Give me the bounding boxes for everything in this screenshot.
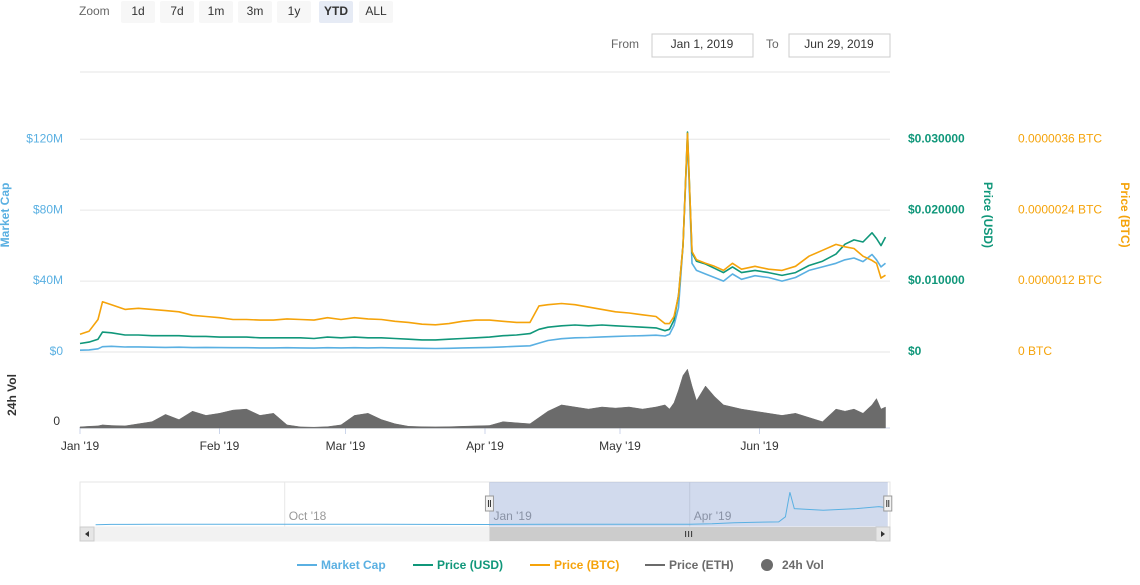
navigator-handle-grip (487, 500, 491, 507)
zoom-button-label: 1d (131, 4, 144, 18)
x-tick-label: May '19 (599, 439, 641, 453)
y2-axis-title: Price (USD) (981, 182, 995, 248)
legend-label[interactable]: Price (USD) (437, 558, 503, 572)
to-input[interactable] (788, 33, 891, 58)
y3-tick-label: 0.0000012 BTC (1018, 273, 1102, 287)
series-line (79, 132, 886, 336)
zoom-button[interactable] (160, 1, 194, 23)
to-label: To (766, 37, 779, 51)
series-line (79, 138, 886, 351)
y3-tick-label: 0 BTC (1018, 344, 1052, 358)
y-tick-label: $40M (33, 273, 63, 287)
series-line (79, 131, 887, 345)
zoom-button-label: 7d (170, 4, 183, 18)
zoom-button-label: YTD (324, 4, 348, 18)
zoom-button-label: 3m (247, 4, 264, 18)
volume-area (79, 368, 886, 429)
x-tick-label: Jan '19 (61, 439, 100, 453)
navigator-handle[interactable] (484, 495, 494, 512)
zoom-button-label: 1y (288, 4, 301, 18)
navigator-handle-grip (886, 500, 890, 507)
y3-axis-title: Price (BTC) (1118, 182, 1132, 247)
legend-label[interactable]: 24h Vol (782, 558, 824, 572)
scrollbar-left-arrow (85, 531, 89, 537)
zoom-button[interactable] (121, 1, 155, 23)
scrollbar-right-arrow (881, 531, 885, 537)
navigator-handle[interactable] (883, 495, 893, 512)
zoom-label: Zoom (79, 4, 110, 18)
y-tick-label: $120M (26, 131, 63, 145)
navigator-line (95, 492, 888, 526)
zoom-button[interactable] (277, 1, 311, 23)
legend-label[interactable]: Price (BTC) (554, 558, 619, 572)
y-axis-title: Market Cap (0, 183, 12, 248)
zoom-button[interactable] (199, 1, 233, 23)
from-label: From (611, 37, 639, 51)
navigator-tick-label: Jan '19 (493, 509, 532, 523)
y2-tick-label: $0.010000 (908, 273, 965, 287)
y2-tick-label: $0 (908, 344, 922, 358)
scrollbar-grip (685, 531, 693, 537)
legend-label[interactable]: Market Cap (321, 558, 386, 572)
navigator-tick-label: Oct '18 (289, 509, 327, 523)
zoom-button[interactable] (238, 1, 272, 23)
y-tick-label: $80M (33, 202, 63, 216)
y2-tick-label: $0.030000 (908, 131, 965, 145)
volume-axis-title: 24h Vol (5, 374, 19, 416)
y3-tick-label: 0.0000036 BTC (1018, 131, 1102, 145)
zoom-button-label: ALL (365, 4, 387, 18)
navigator-selection (489, 482, 888, 527)
legend-symbol (761, 559, 773, 571)
navigator-tick-label: Apr '19 (694, 509, 732, 523)
y3-tick-label: 0.0000024 BTC (1018, 202, 1102, 216)
zoom-button[interactable] (319, 1, 353, 23)
to-value: Jun 29, 2019 (804, 37, 874, 51)
from-input[interactable] (651, 33, 754, 58)
zoom-button-label: 1m (208, 4, 225, 18)
legend-label[interactable]: Price (ETH) (669, 558, 734, 572)
x-tick-label: Apr '19 (466, 439, 504, 453)
zoom-button[interactable] (359, 1, 393, 23)
from-value: Jan 1, 2019 (671, 37, 734, 51)
x-tick-label: Jun '19 (740, 439, 779, 453)
x-tick-label: Mar '19 (326, 439, 366, 453)
x-tick-label: Feb '19 (200, 439, 240, 453)
y-tick-label: $0 (50, 344, 64, 358)
y2-tick-label: $0.020000 (908, 202, 965, 216)
volume-tick-label: 0 (53, 414, 60, 428)
